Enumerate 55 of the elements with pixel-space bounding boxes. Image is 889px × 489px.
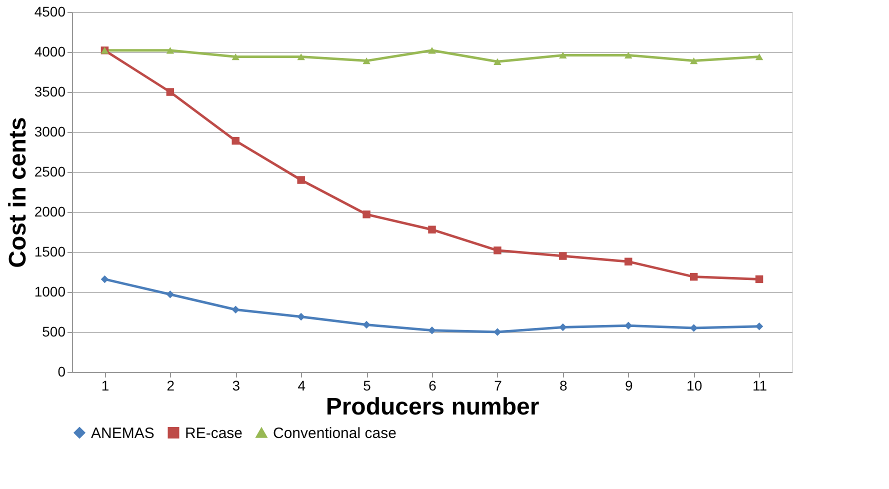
point	[428, 326, 436, 334]
y-tick-label: 0	[58, 364, 66, 380]
x-tick-label: 3	[232, 378, 240, 394]
point	[297, 176, 305, 184]
y-tick-label: 1500	[34, 244, 66, 260]
y-tick-label: 4500	[34, 4, 66, 20]
point	[428, 47, 436, 54]
point	[297, 53, 305, 60]
y-tick-label: 2500	[34, 164, 66, 180]
y-tick-label: 4000	[34, 44, 66, 60]
x-tick-label: 4	[298, 378, 306, 394]
point	[362, 210, 370, 218]
x-tick-label: 6	[428, 378, 437, 394]
x-tick-label: 11	[752, 378, 768, 394]
point	[494, 328, 502, 336]
y-tick-label: 3000	[34, 124, 66, 140]
point	[297, 312, 305, 321]
point	[362, 320, 370, 329]
point	[690, 272, 698, 281]
y-tick-label: 500	[42, 324, 66, 340]
y-tick-label: 2000	[34, 204, 66, 220]
point	[232, 136, 240, 145]
x-axis-title: Producers number	[326, 394, 540, 420]
legend-label: RE-case	[185, 424, 243, 442]
x-tick-label: 7	[494, 378, 502, 394]
point	[494, 58, 502, 65]
point	[100, 275, 109, 284]
point	[494, 246, 502, 254]
point	[232, 306, 240, 314]
point	[559, 323, 567, 332]
point	[755, 53, 764, 60]
point	[690, 57, 698, 64]
point	[755, 275, 764, 284]
x-tick-label: 9	[624, 378, 633, 394]
y-tick-label: 1000	[34, 284, 66, 300]
x-tick-label: 5	[363, 378, 372, 394]
x-tick-label: 2	[166, 378, 175, 394]
point	[559, 252, 567, 260]
x-tick-label: 10	[686, 378, 702, 394]
point	[755, 322, 764, 330]
x-tick-label: 8	[560, 378, 568, 394]
point	[362, 57, 370, 64]
legend-label: Conventional case	[273, 424, 396, 442]
point	[232, 53, 240, 60]
legend-label: ANEMAS	[91, 424, 154, 442]
point	[624, 52, 632, 59]
point	[428, 226, 436, 234]
y-axis-title: Cost in cents	[4, 117, 32, 268]
point	[166, 47, 174, 54]
x-tick-label: 1	[101, 378, 110, 394]
y-tick-label: 3500	[34, 84, 66, 100]
point	[624, 258, 632, 266]
point	[166, 290, 174, 298]
point	[559, 52, 567, 59]
point	[166, 88, 174, 96]
